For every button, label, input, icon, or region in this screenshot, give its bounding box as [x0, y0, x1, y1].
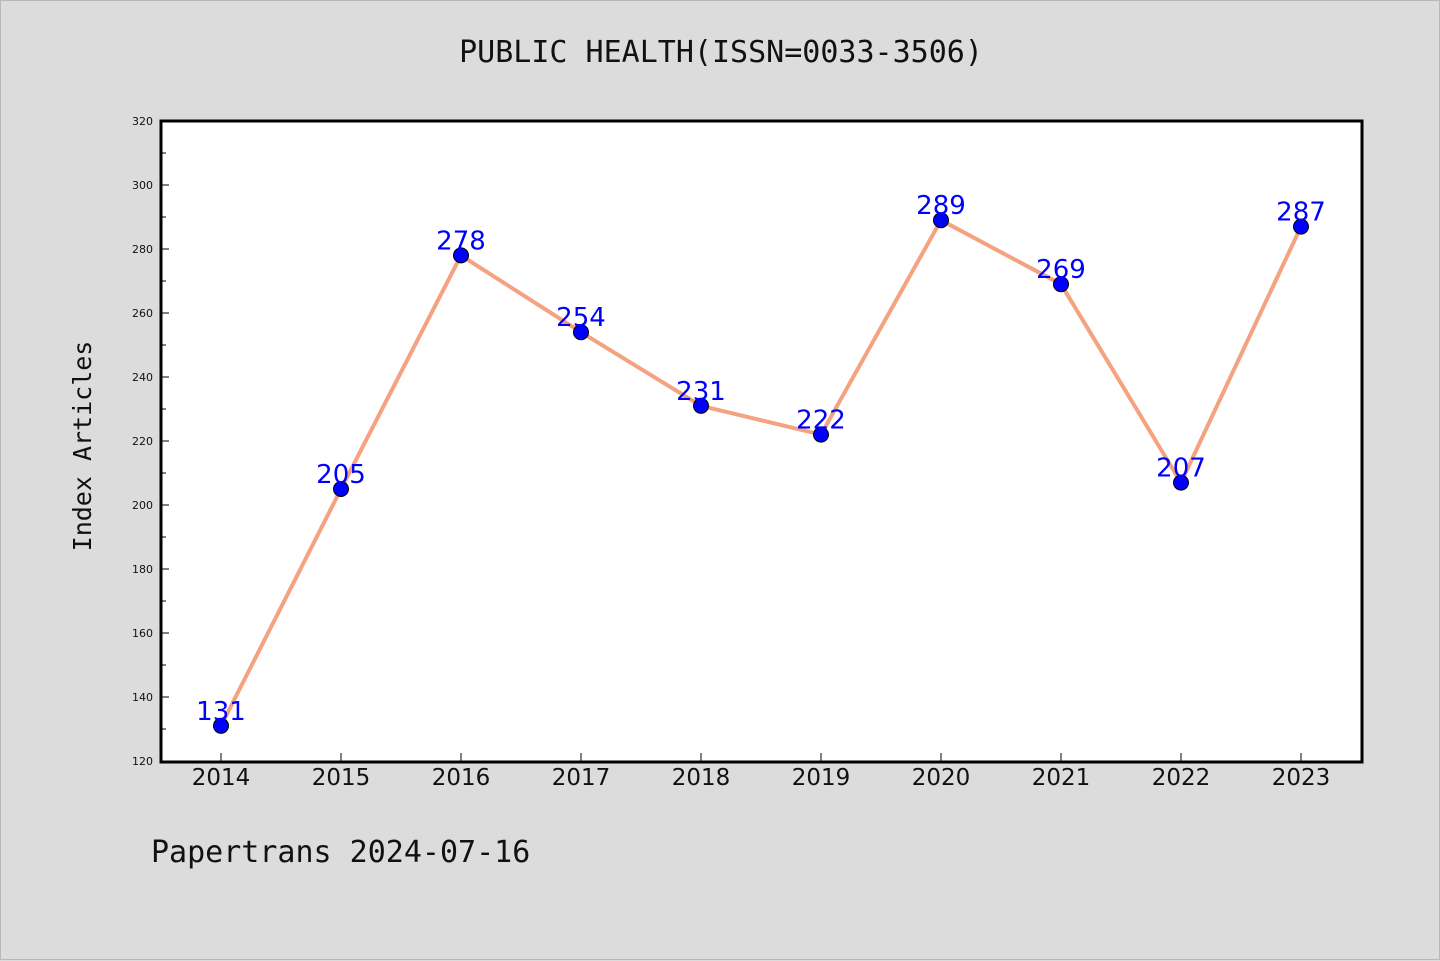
data-label: 207: [1156, 454, 1206, 484]
x-tick-label: 2016: [432, 765, 491, 791]
y-tick-label: 240: [132, 371, 153, 384]
footer-note: Papertrans 2024-07-16: [151, 835, 531, 870]
y-tick-label: 220: [132, 435, 153, 448]
x-tick-label: 2015: [312, 765, 371, 791]
y-tick-label: 160: [132, 627, 153, 640]
x-tick-label: 2020: [912, 765, 971, 791]
data-point: [213, 717, 229, 734]
x-tick-label: 2018: [672, 765, 731, 791]
x-axis: 2014 2015 2016 2017 2018 2019 2020 2021 2022 2023: [192, 753, 1331, 791]
data-label: 231: [676, 377, 726, 407]
data-label: 289: [916, 191, 966, 221]
y-axis: 120 140 160 180 200 220 240 260 280 300 320: [132, 115, 169, 768]
data-label: 131: [196, 697, 246, 727]
y-tick-label: 300: [132, 179, 153, 192]
x-tick-label: 2023: [1272, 765, 1331, 791]
y-tick-label: 260: [132, 307, 153, 320]
data-point: [333, 481, 349, 497]
x-tick-label: 2017: [552, 765, 611, 791]
data-point: [693, 397, 709, 414]
data-label: 278: [436, 226, 486, 256]
y-tick-label: 140: [132, 691, 153, 704]
y-tick-label: 320: [132, 115, 153, 128]
x-tick-label: 2019: [792, 765, 851, 791]
data-point: [1053, 276, 1069, 293]
markers-group: [213, 212, 1309, 734]
y-tick-label: 200: [132, 499, 153, 512]
plot-area: [159, 119, 1364, 764]
data-label: 205: [316, 460, 366, 490]
series-line-group: [219, 218, 1303, 727]
data-point: [1173, 474, 1189, 491]
data-point: [1293, 218, 1309, 235]
chart-title: PUBLIC HEALTH(ISSN=0033-3506): [459, 35, 983, 70]
x-tick-label: 2014: [192, 765, 251, 791]
data-labels-group: 131 205 278 254 231 222 289 269 207 287: [196, 191, 1326, 727]
data-label: 287: [1276, 198, 1326, 228]
y-tick-label: 280: [132, 243, 153, 256]
y-axis-label: Index Articles: [68, 341, 97, 552]
y-tick-label: 120: [132, 755, 153, 768]
x-tick-label: 2021: [1032, 765, 1091, 791]
data-label: 222: [796, 406, 846, 436]
x-tick-label: 2022: [1152, 765, 1211, 791]
y-tick-label: 180: [132, 563, 153, 576]
series-line: [219, 218, 1303, 727]
data-point: [933, 212, 949, 229]
data-point: [573, 324, 589, 341]
data-label: 269: [1036, 255, 1086, 285]
data-label: 254: [556, 303, 606, 333]
data-point: [453, 247, 469, 264]
data-point: [813, 426, 829, 443]
